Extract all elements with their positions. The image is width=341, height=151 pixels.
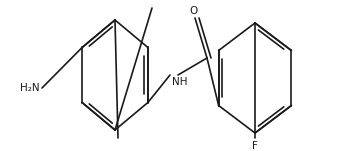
Text: NH: NH — [172, 77, 188, 87]
Text: H₂N: H₂N — [20, 83, 40, 93]
Text: F: F — [252, 141, 258, 151]
Text: O: O — [189, 6, 197, 16]
